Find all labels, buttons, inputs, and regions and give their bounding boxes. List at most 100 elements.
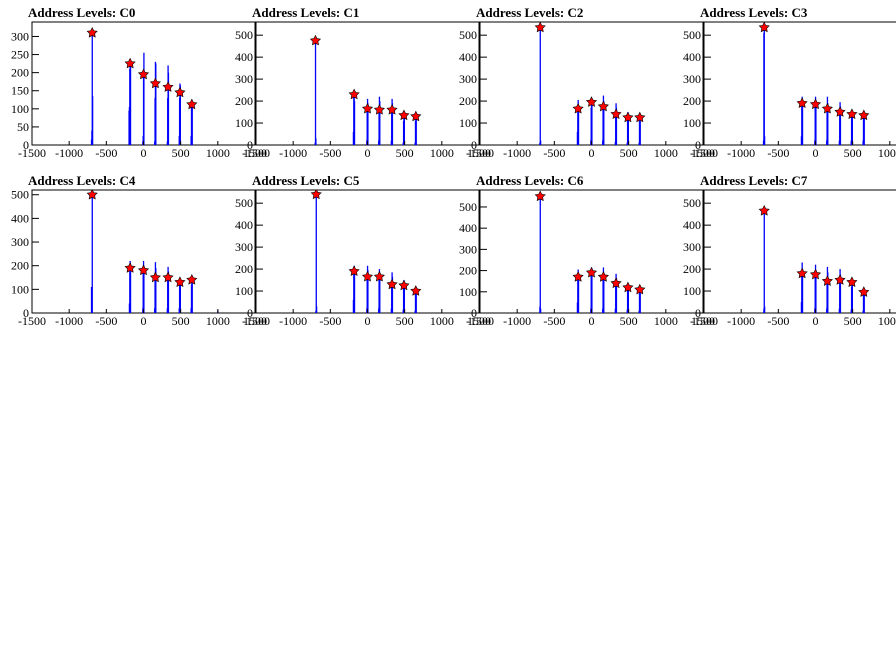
y-tick-label: 0 bbox=[247, 306, 253, 320]
histogram-bar bbox=[191, 102, 193, 145]
peak-marker bbox=[758, 22, 770, 33]
peak-marker bbox=[610, 277, 622, 289]
peak-marker bbox=[858, 109, 870, 121]
histogram-bar bbox=[539, 140, 542, 145]
x-tick-label: 500 bbox=[844, 146, 862, 160]
histogram-bar bbox=[315, 306, 318, 313]
histogram-bar bbox=[143, 265, 145, 313]
x-tick-label: -500 bbox=[767, 314, 789, 328]
peak-marker bbox=[572, 102, 584, 114]
y-tick-label: 250 bbox=[11, 48, 29, 62]
y-tick-label: 0 bbox=[695, 306, 701, 320]
x-tick-label: -1000 bbox=[279, 146, 307, 160]
y-tick-label: 200 bbox=[235, 94, 253, 108]
peak-marker bbox=[373, 103, 385, 115]
y-tick-label: 0 bbox=[471, 138, 477, 152]
peak-marker bbox=[398, 109, 410, 121]
peak-marker bbox=[398, 279, 410, 291]
y-tick-label: 500 bbox=[683, 28, 701, 42]
peak-marker bbox=[137, 264, 150, 276]
y-tick-label: 100 bbox=[235, 284, 253, 298]
x-tick-label: -500 bbox=[95, 314, 117, 328]
histogram-bar bbox=[91, 32, 93, 145]
peak-marker bbox=[597, 271, 609, 282]
histogram-bar bbox=[91, 193, 93, 313]
peak-marker bbox=[124, 262, 136, 273]
chart-panel: Address Levels: C10100200300400500-1500-… bbox=[235, 5, 491, 160]
y-tick-label: 300 bbox=[235, 240, 253, 254]
histogram-bar bbox=[763, 136, 766, 145]
histogram-bar bbox=[539, 27, 541, 145]
x-tick-label: 0 bbox=[813, 314, 819, 328]
x-tick-label: 500 bbox=[396, 314, 414, 328]
peak-marker bbox=[585, 96, 598, 107]
histogram-bar bbox=[615, 278, 618, 313]
peak-marker bbox=[809, 268, 822, 280]
x-tick-label: 500 bbox=[172, 314, 190, 328]
histogram-bar bbox=[863, 114, 865, 145]
histogram-bar bbox=[179, 85, 181, 145]
y-tick-label: 200 bbox=[459, 94, 477, 108]
x-tick-label: 0 bbox=[813, 146, 819, 160]
x-tick-label: -1000 bbox=[279, 314, 307, 328]
x-tick-label: 500 bbox=[396, 146, 414, 160]
y-tick-label: 200 bbox=[683, 94, 701, 108]
peak-marker bbox=[348, 265, 360, 277]
y-tick-label: 0 bbox=[695, 138, 701, 152]
histogram-bar bbox=[315, 193, 317, 313]
histogram-bar bbox=[627, 285, 629, 313]
x-tick-label: 500 bbox=[620, 314, 638, 328]
chart-title: Address Levels: C7 bbox=[700, 173, 808, 188]
histogram-bar bbox=[851, 112, 853, 145]
peak-marker bbox=[634, 111, 646, 123]
plot-area bbox=[86, 26, 198, 145]
peak-marker bbox=[386, 103, 398, 115]
y-tick-label: 300 bbox=[459, 72, 477, 86]
chart-panel: Address Levels: C40100200300400500-1500-… bbox=[11, 173, 267, 328]
histogram-bar bbox=[367, 270, 369, 313]
x-tick-label: 0 bbox=[589, 146, 595, 160]
peak-marker bbox=[809, 98, 822, 110]
peak-marker bbox=[386, 278, 398, 290]
x-tick-label: 1500 bbox=[467, 314, 491, 328]
x-tick-label: 1500 bbox=[691, 314, 715, 328]
y-tick-label: 100 bbox=[11, 102, 29, 116]
x-tick-label: 1500 bbox=[243, 146, 267, 160]
x-tick-label: -500 bbox=[95, 146, 117, 160]
peak-marker bbox=[124, 57, 136, 69]
x-tick-label: 1000 bbox=[878, 146, 896, 160]
x-tick-label: 1500 bbox=[467, 146, 491, 160]
y-tick-label: 200 bbox=[235, 262, 253, 276]
peak-marker bbox=[846, 276, 858, 288]
y-tick-label: 100 bbox=[683, 284, 701, 298]
histogram-bar bbox=[155, 63, 157, 145]
peak-marker bbox=[796, 97, 808, 109]
histogram-bar bbox=[167, 271, 170, 313]
x-tick-label: 500 bbox=[844, 314, 862, 328]
histogram-bar bbox=[603, 272, 605, 313]
histogram-bar bbox=[367, 103, 369, 145]
y-tick-label: 300 bbox=[11, 29, 29, 43]
chart-title: Address Levels: C1 bbox=[252, 5, 359, 20]
x-tick-label: 0 bbox=[141, 146, 147, 160]
histogram-bar bbox=[801, 269, 804, 313]
y-tick-label: 500 bbox=[459, 200, 477, 214]
y-tick-label: 200 bbox=[683, 262, 701, 276]
histogram-bar bbox=[379, 101, 381, 145]
chart-title: Address Levels: C4 bbox=[28, 173, 136, 188]
histogram-bar bbox=[129, 264, 132, 313]
peak-marker bbox=[373, 270, 385, 282]
x-tick-label: -1000 bbox=[503, 146, 531, 160]
histogram-bar bbox=[403, 282, 405, 313]
peak-marker bbox=[758, 204, 770, 216]
x-tick-label: -500 bbox=[319, 146, 341, 160]
peak-marker bbox=[174, 276, 186, 288]
x-tick-label: -500 bbox=[543, 314, 565, 328]
peak-marker bbox=[622, 111, 634, 123]
x-tick-label: -1000 bbox=[55, 146, 83, 160]
x-tick-label: 1000 bbox=[206, 146, 230, 160]
x-tick-label: 0 bbox=[141, 314, 147, 328]
peak-marker bbox=[821, 275, 833, 286]
